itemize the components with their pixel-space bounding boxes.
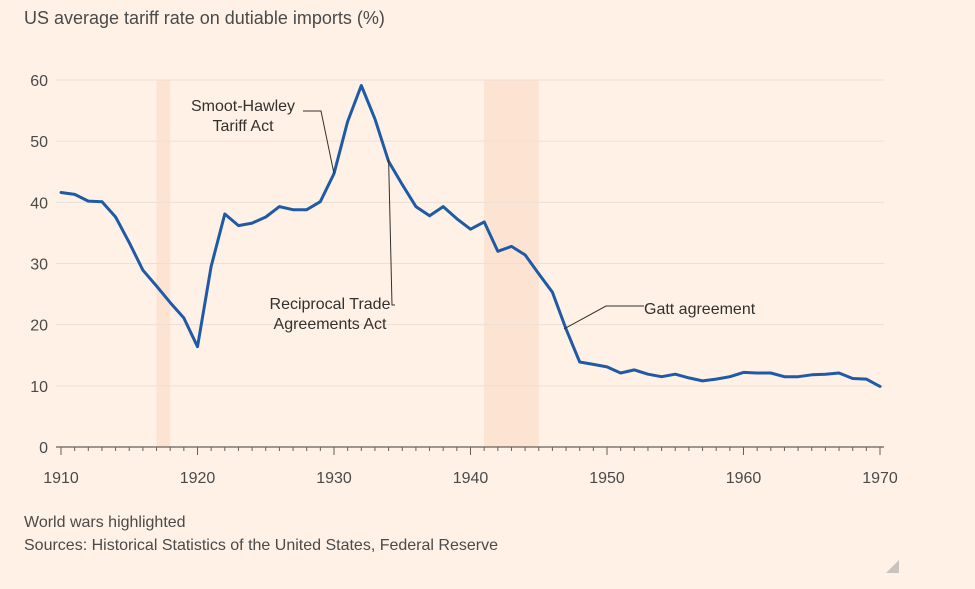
annotations: Smoot-Hawley Tariff Act Reciprocal Trade Ag… bbox=[191, 98, 756, 333]
y-tick-label-0: 0 bbox=[39, 440, 48, 457]
annotation-leader-2 bbox=[388, 159, 395, 306]
y-tick-label-30: 30 bbox=[30, 257, 48, 274]
series-layer bbox=[59, 84, 882, 388]
x-tick-label-1970: 1970 bbox=[862, 470, 898, 487]
footnote-world-wars: World wars highlighted bbox=[24, 514, 186, 531]
line-chart: 1910 1920 1930 1940 1950 1960 1970 0 10 20 30 40 50… bbox=[30, 73, 898, 487]
resize-handle-icon[interactable] bbox=[884, 558, 900, 574]
y-tick-label-10: 10 bbox=[30, 379, 48, 396]
annotation-leader-1 bbox=[303, 110, 335, 174]
x-tick-label-1920: 1920 bbox=[180, 470, 216, 487]
x-tick-label-1940: 1940 bbox=[453, 470, 489, 487]
annotation-label-1-1: Smoot-Hawley bbox=[191, 98, 295, 115]
sources-note: Sources: Historical Statistics of the Un… bbox=[24, 537, 498, 554]
annotation-label-2-1: Reciprocal Trade bbox=[270, 296, 391, 313]
y-tick-label-20: 20 bbox=[30, 318, 48, 335]
series-line bbox=[59, 84, 882, 388]
y-tick-label-40: 40 bbox=[30, 195, 48, 212]
annotation-label-3-1: Gatt agreement bbox=[644, 301, 756, 318]
y-tick-label-50: 50 bbox=[30, 134, 48, 151]
x-tick-label-1930: 1930 bbox=[316, 470, 352, 487]
x-tick-label-1950: 1950 bbox=[589, 470, 625, 487]
chart-title: US average tariff rate on dutiable impor… bbox=[24, 8, 385, 28]
annotation-label-2-2: Agreements Act bbox=[274, 316, 388, 333]
x-tick-label-1910: 1910 bbox=[43, 470, 79, 487]
annotation-leader-3 bbox=[563, 305, 644, 330]
gridlines bbox=[56, 79, 884, 387]
x-axis: 1910 1920 1930 1940 1950 1960 1970 bbox=[43, 446, 898, 487]
y-tick-label-60: 60 bbox=[30, 73, 48, 90]
y-axis-labels: 0 10 20 30 40 50 60 bbox=[30, 73, 48, 457]
x-tick-label-1960: 1960 bbox=[726, 470, 762, 487]
annotation-label-1-2: Tariff Act bbox=[212, 118, 274, 135]
